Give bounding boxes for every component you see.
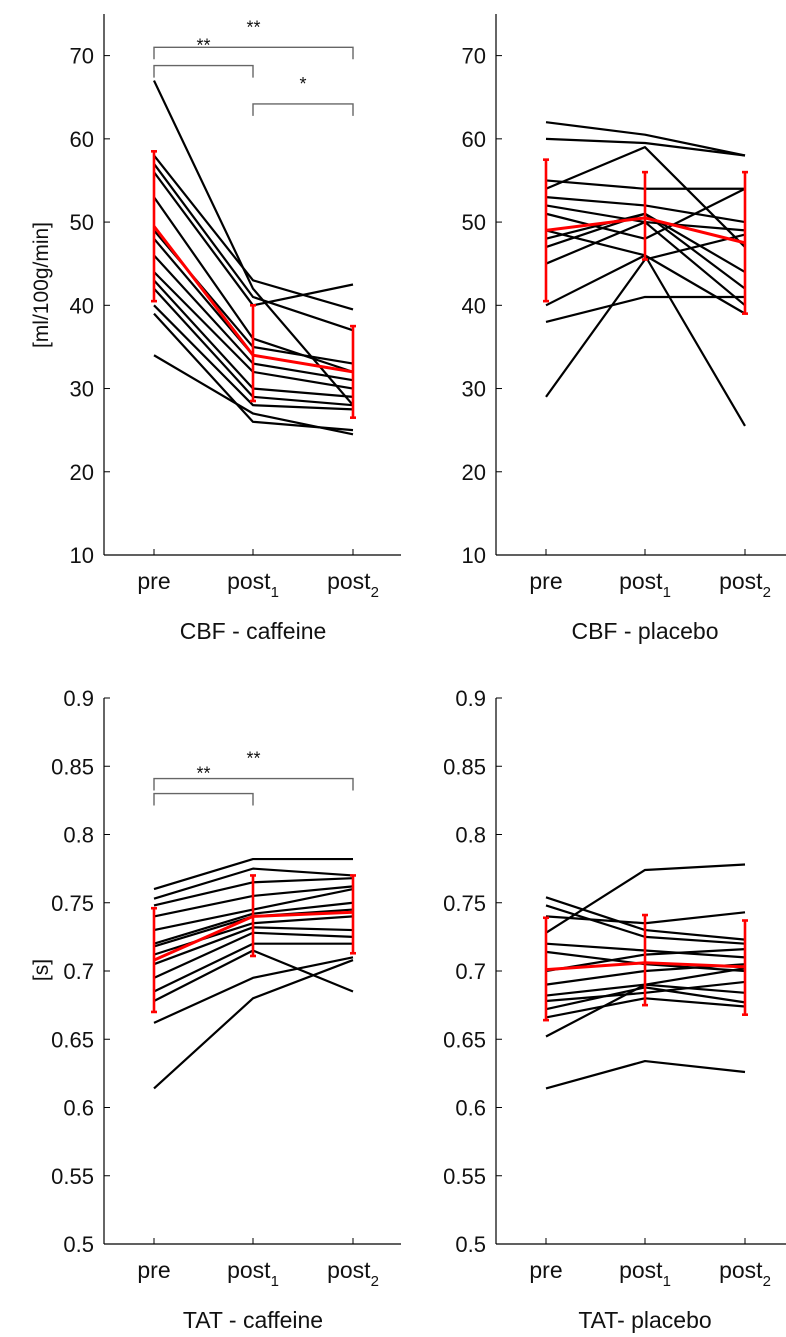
x-tick-label: post1	[619, 568, 671, 601]
x-axis-title: TAT - caffeine	[183, 1307, 323, 1333]
subject-line	[545, 137, 746, 157]
y-axis-title: [s]	[30, 959, 53, 981]
significance-label: *	[299, 74, 306, 94]
x-tick-label: pre	[137, 1257, 170, 1283]
y-tick-label: 0.55	[443, 1164, 486, 1189]
y-tick-label: 0.7	[455, 959, 486, 984]
x-tick-label: pre	[529, 568, 562, 594]
subject-line	[545, 121, 746, 157]
significance-bracket	[153, 777, 354, 791]
y-tick-label: 0.6	[455, 1096, 486, 1121]
x-tick-label: post2	[719, 1257, 771, 1290]
significance-label: **	[246, 749, 260, 769]
significance-bracket	[153, 64, 254, 78]
subject-line	[153, 949, 354, 1003]
y-tick-label: 0.5	[63, 1232, 94, 1257]
significance-label: **	[196, 764, 210, 784]
y-tick-label: 10	[462, 543, 486, 568]
x-tick-label: post2	[327, 1257, 379, 1290]
y-tick-label: 0.6	[63, 1096, 94, 1121]
mean-line	[152, 225, 354, 374]
y-tick-label: 50	[70, 210, 94, 235]
y-axis-title: [ml/100g/min]	[30, 222, 53, 348]
x-tick-label: post2	[327, 568, 379, 601]
y-tick-label: 0.7	[63, 959, 94, 984]
y-tick-label: 20	[462, 460, 486, 485]
y-tick-label: 0.55	[51, 1164, 94, 1189]
y-tick-label: 0.8	[455, 823, 486, 848]
x-tick-label: post2	[719, 568, 771, 601]
panel-tat-placebo: 0.5 0.55 0.6 0.65 0.7 0.75 0.8 0.85 0.9 pre post1 p…	[443, 686, 786, 1333]
subject-line	[153, 959, 354, 1090]
y-tick-label: 70	[70, 44, 94, 69]
subject-line	[545, 254, 746, 315]
y-tick-label: 10	[70, 543, 94, 568]
y-tick-label: 0.9	[63, 686, 94, 711]
x-axis-title: CBF - caffeine	[180, 618, 327, 644]
y-tick-label: 60	[462, 127, 486, 152]
subject-line	[545, 863, 746, 934]
y-tick-label: 0.85	[443, 754, 486, 779]
x-tick-label: pre	[529, 1257, 562, 1283]
subject-line	[545, 295, 745, 324]
y-tick-label: 0.75	[443, 891, 486, 916]
mean-line	[153, 910, 354, 962]
x-tick-label: post1	[619, 1257, 671, 1290]
y-tick-label: 30	[462, 377, 486, 402]
y-tick-label: 20	[70, 460, 94, 485]
subject-line	[545, 1059, 746, 1090]
y-tick-label: 0.5	[455, 1232, 486, 1257]
x-tick-label: post1	[227, 568, 279, 601]
significance-bracket	[153, 46, 354, 60]
x-tick-label: pre	[137, 568, 170, 594]
mean-line	[545, 961, 746, 972]
y-tick-label: 40	[462, 293, 486, 318]
subject-line	[153, 163, 354, 332]
x-axis-title: TAT- placebo	[578, 1307, 711, 1333]
subject-line	[545, 146, 746, 248]
panel-tat-caffeine: 0.5 0.55 0.6 0.65 0.7 0.75 0.8 0.85 0.9 pre post1 p…	[30, 686, 401, 1333]
y-tick-label: 0.75	[51, 891, 94, 916]
y-tick-label: 50	[462, 210, 486, 235]
significance-label: **	[246, 17, 260, 37]
significance-bracket	[153, 792, 254, 806]
subject-line	[153, 154, 354, 311]
subject-line	[153, 857, 353, 891]
y-tick-label: 60	[70, 127, 94, 152]
subject-line	[153, 867, 354, 900]
significance-label: **	[196, 36, 210, 56]
y-tick-label: 40	[70, 293, 94, 318]
y-tick-label: 0.65	[443, 1027, 486, 1052]
subject-line	[153, 304, 354, 411]
x-axis-title: CBF - placebo	[571, 618, 718, 644]
mean-line	[545, 216, 746, 245]
y-tick-label: 0.9	[455, 686, 486, 711]
subject-line	[153, 956, 354, 1024]
y-tick-label: 70	[462, 44, 486, 69]
y-tick-label: 30	[70, 377, 94, 402]
x-tick-label: post1	[227, 1257, 279, 1290]
y-tick-label: 0.8	[63, 823, 94, 848]
y-tick-label: 0.65	[51, 1027, 94, 1052]
significance-bracket	[252, 103, 354, 116]
subject-line	[153, 354, 354, 436]
y-tick-label: 0.85	[51, 754, 94, 779]
